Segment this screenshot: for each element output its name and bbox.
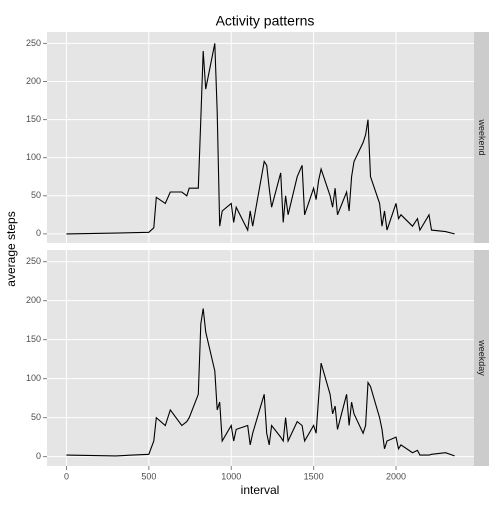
panel-background	[47, 32, 474, 243]
y-tick-label: 200	[26, 295, 41, 305]
panel-background	[47, 250, 474, 466]
strip-label: weekend	[477, 118, 487, 155]
x-axis-label: interval	[241, 483, 280, 497]
data-line	[66, 43, 455, 235]
y-tick-label: 100	[26, 152, 41, 162]
strip-background	[474, 250, 489, 466]
x-tick-label: 1000	[221, 471, 241, 481]
y-tick-label: 200	[26, 76, 41, 86]
y-tick-label: 0	[36, 451, 41, 461]
y-tick-label: 100	[26, 373, 41, 383]
y-tick-label: 0	[36, 228, 41, 238]
y-tick-label: 250	[26, 256, 41, 266]
x-tick-label: 500	[141, 471, 156, 481]
strip-label: weekday	[477, 339, 487, 376]
y-tick-label: 50	[31, 412, 41, 422]
x-tick-label: 2000	[386, 471, 406, 481]
chart-title: Activity patterns	[216, 13, 315, 29]
x-tick-label: 0	[64, 471, 69, 481]
y-axis-label: average steps	[4, 211, 18, 286]
data-line	[66, 308, 455, 457]
strip-background	[474, 32, 489, 243]
y-tick-label: 250	[26, 38, 41, 48]
y-tick-label: 150	[26, 334, 41, 344]
x-tick-label: 1500	[304, 471, 324, 481]
y-tick-label: 50	[31, 190, 41, 200]
y-tick-label: 150	[26, 114, 41, 124]
